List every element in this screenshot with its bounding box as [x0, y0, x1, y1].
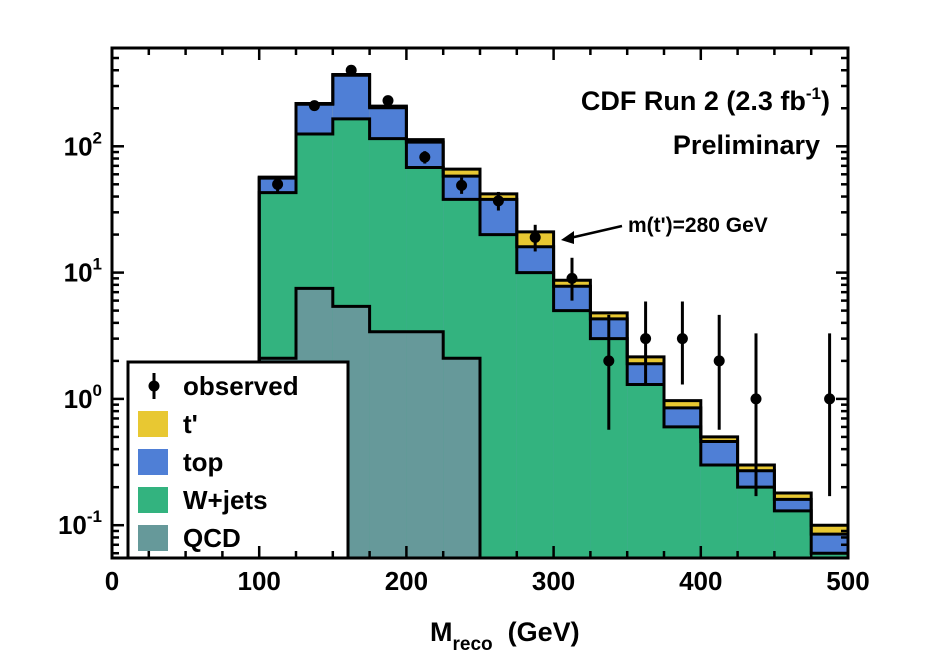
obs-point-2 [345, 64, 357, 76]
legend: observed t' top W+jets QCD [126, 360, 350, 560]
y-tick-label-0: 100 [64, 381, 102, 414]
x-tick-label-200: 200 [385, 566, 428, 596]
obs-point-6 [492, 195, 504, 207]
title-line-2: Preliminary [673, 130, 820, 160]
arrow-annotation: m(t')=280 GeV [628, 214, 768, 237]
bar-wjets-11 [664, 426, 701, 558]
x-tick-label-0: 0 [105, 566, 119, 596]
annotation-arrow-head [561, 231, 574, 244]
y-tick-label-1: 101 [64, 255, 102, 288]
observed-points [272, 64, 836, 497]
obs-point-13 [750, 393, 762, 405]
annotation-arrow-line [569, 224, 623, 240]
x-tick-label-100: 100 [238, 566, 281, 596]
title-line-1: CDF Run 2 (2.3 fb-1) [581, 84, 830, 116]
legend-swatch-1 [138, 411, 168, 437]
x-tick-label-500: 500 [826, 566, 869, 596]
legend-swatch-4 [138, 525, 168, 551]
obs-point-1 [308, 100, 320, 112]
bar-qcd-3 [369, 331, 407, 558]
obs-point-7 [529, 231, 541, 243]
y-tick-label--1: 10-1 [58, 507, 102, 540]
obs-point-0 [272, 178, 284, 190]
x-tick-label-400: 400 [679, 566, 722, 596]
legend-swatch-2 [138, 449, 168, 475]
obs-point-3 [382, 95, 394, 107]
legend-label-4: QCD [183, 523, 241, 553]
obs-point-4 [419, 151, 431, 163]
y-tick-label-2: 102 [64, 128, 102, 161]
legend-label-1: t' [183, 409, 198, 439]
bar-qcd-5 [443, 358, 480, 558]
obs-point-11 [676, 333, 688, 345]
bar-wjets-12 [700, 464, 738, 558]
legend-marker-point [148, 380, 160, 392]
obs-point-8 [566, 272, 578, 284]
legend-label-0: observed [183, 371, 299, 401]
obs-point-12 [713, 355, 725, 367]
histogram-bars [259, 74, 848, 559]
legend-label-3: W+jets [183, 485, 268, 515]
legend-label-2: top [183, 447, 223, 477]
axis-ticks: 0 100 200 300 400 500 10-1 100 101 102 [58, 46, 870, 596]
bar-wjets-6 [480, 234, 517, 558]
x-tick-label-300: 300 [532, 566, 575, 596]
bar-wjets-15 [811, 553, 848, 558]
bar-wjets-13 [737, 487, 775, 558]
bar-wjets-7 [516, 272, 554, 558]
bar-wjets-14 [774, 510, 812, 558]
bar-wjets-8 [553, 310, 591, 558]
obs-point-14 [824, 393, 836, 405]
bar-wjets-10 [627, 384, 664, 558]
outline-qcd [257, 286, 482, 558]
obs-point-10 [640, 333, 652, 345]
x-axis-label: Mreco (GeV) [430, 617, 580, 654]
bar-qcd-4 [406, 331, 444, 558]
obs-point-5 [456, 179, 468, 191]
legend-swatch-3 [138, 487, 168, 513]
obs-point-9 [603, 355, 615, 367]
